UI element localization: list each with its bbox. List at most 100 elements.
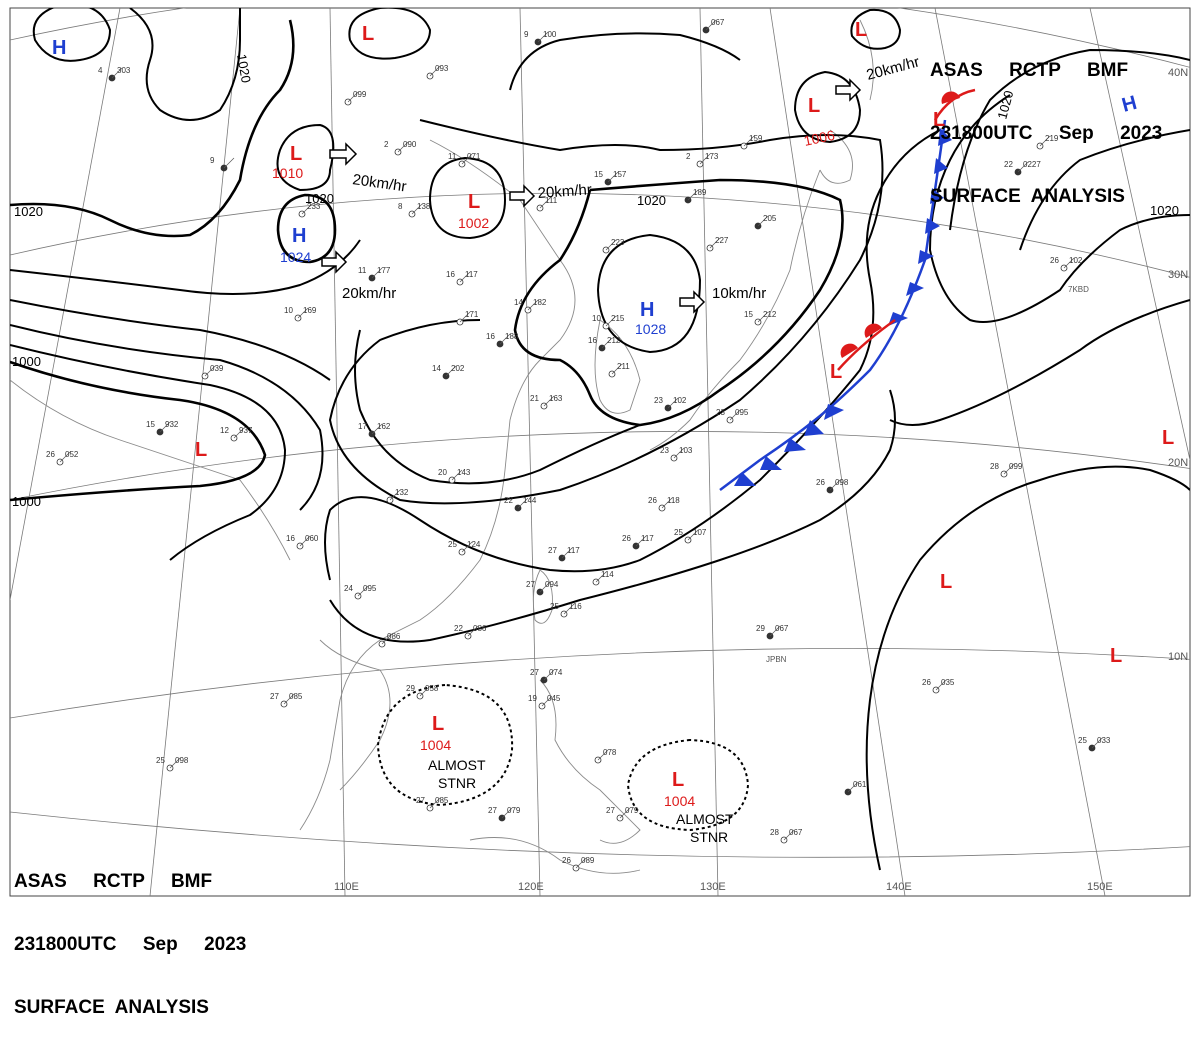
station-temp: 16 [446, 270, 455, 279]
wind-barb [595, 571, 607, 583]
lon-label: 110E [334, 881, 359, 893]
station-pressure: 162 [377, 422, 391, 431]
wind-barb [1017, 161, 1029, 173]
station-pressure: 189 [693, 188, 707, 197]
wind-barb [467, 625, 479, 637]
parallel-0 [10, 811, 1190, 858]
wind-barb [563, 603, 575, 615]
station-temp: 27 [530, 668, 539, 677]
wind-barb [1063, 257, 1075, 269]
coast-hokkaido [819, 129, 853, 184]
station-temp: 28 [990, 462, 999, 471]
wind-barb [847, 781, 859, 793]
station-plot: 28 067 [770, 828, 803, 844]
station-pressure: 143 [457, 468, 471, 477]
wind-barb [445, 365, 457, 377]
station-temp: 15 [744, 310, 753, 319]
meridian-140e [769, 8, 906, 896]
isobar-label: 1020 [234, 53, 254, 84]
header-line-1: ASAS RCTP BMF [930, 60, 1129, 81]
lat-label: 40N [1168, 67, 1188, 79]
wind-barb [461, 541, 473, 553]
station-temp: 20 [438, 468, 447, 477]
station-temp: 19 [528, 694, 537, 703]
coast-india [10, 379, 291, 561]
station-pressure: 100 [543, 30, 557, 39]
station-temp: 26 [816, 478, 825, 487]
station-temp: 22 [454, 624, 463, 633]
station-plot: 16 117 [446, 270, 478, 286]
station-temp: 9 [210, 156, 215, 165]
station-temp: 15 [146, 420, 155, 429]
wind-barb [371, 267, 383, 279]
station-pressure: 116 [569, 602, 582, 611]
isobar-main-1020 [513, 178, 844, 427]
station-plot: 26 118 [648, 496, 680, 512]
lat-label: 10N [1168, 651, 1188, 663]
station-pressure: 060 [305, 534, 319, 543]
station-plot: 26 035 [922, 678, 955, 694]
isobar-east-1016 [1019, 129, 1190, 251]
graticule-labels: 40N 30N 20N 10N 110E 120E 130E 140E 150E [334, 67, 1188, 893]
cold-front-triangle [734, 472, 756, 486]
stationary-labels: ALMOST STNR ALMOST STNR [428, 757, 734, 845]
station-pressure: 098 [175, 756, 189, 765]
station-pressure: 202 [451, 364, 465, 373]
wind-barb [705, 19, 717, 31]
station-pressure: 099 [1009, 462, 1023, 471]
station-plot: 10 169 [284, 306, 317, 322]
coast-japan [649, 169, 821, 451]
high-center: H [640, 299, 654, 321]
station-temp: 26 [622, 534, 631, 543]
station-temp: 25 [674, 528, 683, 537]
isobar-ring-1028 [596, 233, 702, 354]
station-plot: 29 067 [756, 624, 789, 640]
station-temp: 2 [384, 140, 389, 149]
station-pressure: 171 [465, 310, 479, 319]
wind-barb [459, 311, 471, 323]
station-plot: 4 303 [98, 66, 131, 82]
isobar-ring-north-l [348, 8, 432, 60]
low-center: L [195, 439, 207, 461]
isobar-central-1012 [328, 119, 884, 505]
station-temp: 16 [486, 332, 495, 341]
stnr-label-line2: STNR [690, 829, 728, 845]
wind-barb [541, 695, 553, 707]
wind-barb [539, 197, 551, 209]
stnr-label-line1: ALMOST [428, 757, 486, 773]
wind-barb [829, 479, 841, 491]
station-plot: 039 [201, 364, 224, 380]
station-temp: 4 [98, 66, 103, 75]
cold-front-triangle [804, 420, 824, 436]
chart-header-bottom: ASAS RCTP BMF 231800UTC Sep 2023 SURFACE… [14, 829, 246, 1039]
station-temp: 2 [686, 152, 691, 161]
wind-barb [357, 585, 369, 597]
station-plot: 26 117 [622, 534, 654, 550]
wind-barb [543, 395, 555, 407]
isobar-east-main [928, 94, 1190, 323]
cold-front-triangle [938, 128, 952, 146]
movement-arrow [509, 184, 536, 208]
station-pressure: 169 [303, 306, 317, 315]
station-plot: 25 107 [674, 528, 707, 544]
station-plot: 114 [592, 570, 614, 586]
station-pressure: 067 [711, 18, 725, 27]
low-center-value: 1010 [272, 165, 303, 181]
station-pressure: 114 [601, 570, 614, 579]
wind-barb [743, 135, 755, 147]
station-pressure: 033 [1097, 736, 1111, 745]
chart-header-top: ASAS RCTP BMF 231800UTC Sep 2023 SURFACE… [930, 18, 1162, 228]
station-plot: 9 100 [524, 30, 557, 46]
station-pressure: 138 [417, 202, 431, 211]
low-center: L [672, 769, 684, 791]
station-plot: 26 052 [46, 450, 79, 466]
station-plot: 25 116 [550, 602, 582, 618]
isobar-east-1020 [949, 48, 1190, 231]
station-plot: 111 [536, 196, 558, 212]
station-code: JPBN [766, 655, 787, 664]
isobar-1004 [10, 344, 287, 561]
station-plot: 25 124 [448, 540, 481, 556]
station-plot: 9 [210, 156, 235, 172]
wind-barb [605, 239, 617, 251]
stationary-rings [376, 683, 750, 832]
